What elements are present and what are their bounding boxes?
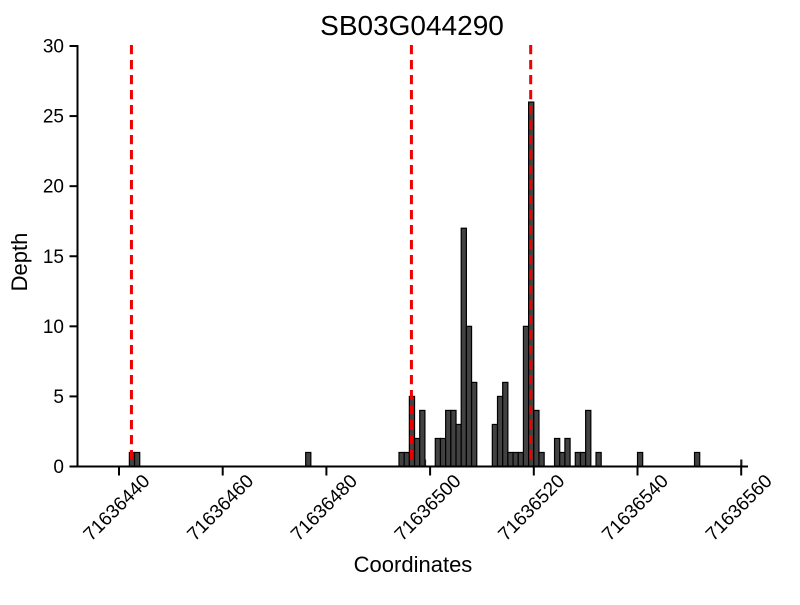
depth-bar — [693, 451, 701, 468]
x-ticks-group: 71636440 71636460 71636480 71636500 71636520… — [80, 467, 777, 546]
depth-bar — [564, 437, 571, 468]
depth-bar — [553, 437, 561, 468]
x-tick-label: 71636500 — [391, 471, 466, 546]
depth-bar — [398, 451, 405, 468]
depth-bar — [460, 227, 467, 468]
tiny-mark — [740, 459, 743, 467]
x-tick-label: 71636560 — [702, 471, 777, 546]
gene-marker-lines-group — [129, 45, 533, 465]
depth-bar — [450, 409, 457, 468]
bars-group — [128, 101, 701, 468]
depth-bar — [538, 451, 545, 468]
y-tick-label: 20 — [43, 177, 64, 198]
y-axis-label: Depth — [7, 233, 32, 292]
depth-bar — [585, 409, 592, 468]
y-tick-label: 5 — [53, 387, 64, 408]
depth-bar — [445, 409, 452, 468]
depth-bar — [533, 409, 540, 468]
depth-bar — [413, 437, 421, 468]
x-tick-label: 71636540 — [598, 471, 673, 546]
chart-title: SB03G044290 — [320, 10, 504, 41]
depth-bar — [512, 451, 519, 468]
y-tick-label: 15 — [43, 247, 64, 268]
depth-bar — [517, 451, 525, 468]
depth-bar — [419, 409, 426, 468]
y-tick-label: 30 — [43, 37, 64, 58]
depth-bar — [574, 451, 582, 468]
depth-bar — [636, 451, 644, 468]
y-tick-label: 25 — [43, 107, 64, 128]
depth-bar — [439, 437, 447, 468]
depth-bar — [403, 451, 410, 468]
tiny-mark — [423, 459, 427, 467]
depth-bar — [507, 451, 514, 468]
depth-bar — [502, 381, 509, 468]
depth-bar — [491, 423, 499, 468]
depth-bar — [559, 451, 566, 468]
depth-bar — [470, 381, 478, 468]
x-tick-label: 71636440 — [80, 471, 155, 546]
depth-bar — [305, 451, 312, 468]
x-axis-label: Coordinates — [354, 552, 473, 577]
depth-bar — [434, 437, 442, 468]
depth-bar — [133, 451, 141, 468]
depth-bar — [455, 423, 462, 468]
x-tick-label: 71636520 — [495, 471, 570, 546]
x-tick-label: 71636460 — [183, 471, 258, 546]
depth-bar — [465, 325, 473, 468]
y-tick-label: 10 — [43, 317, 64, 338]
depth-bar — [579, 451, 587, 468]
y-ticks-group: 0 5 10 15 20 25 30 — [43, 37, 78, 478]
depth-bar — [496, 395, 504, 468]
y-tick-label: 0 — [53, 457, 64, 478]
depth-bar — [522, 325, 530, 468]
x-tick-label: 71636480 — [287, 471, 362, 546]
depth-bar — [595, 451, 602, 468]
tiny-marks-group — [423, 459, 743, 467]
